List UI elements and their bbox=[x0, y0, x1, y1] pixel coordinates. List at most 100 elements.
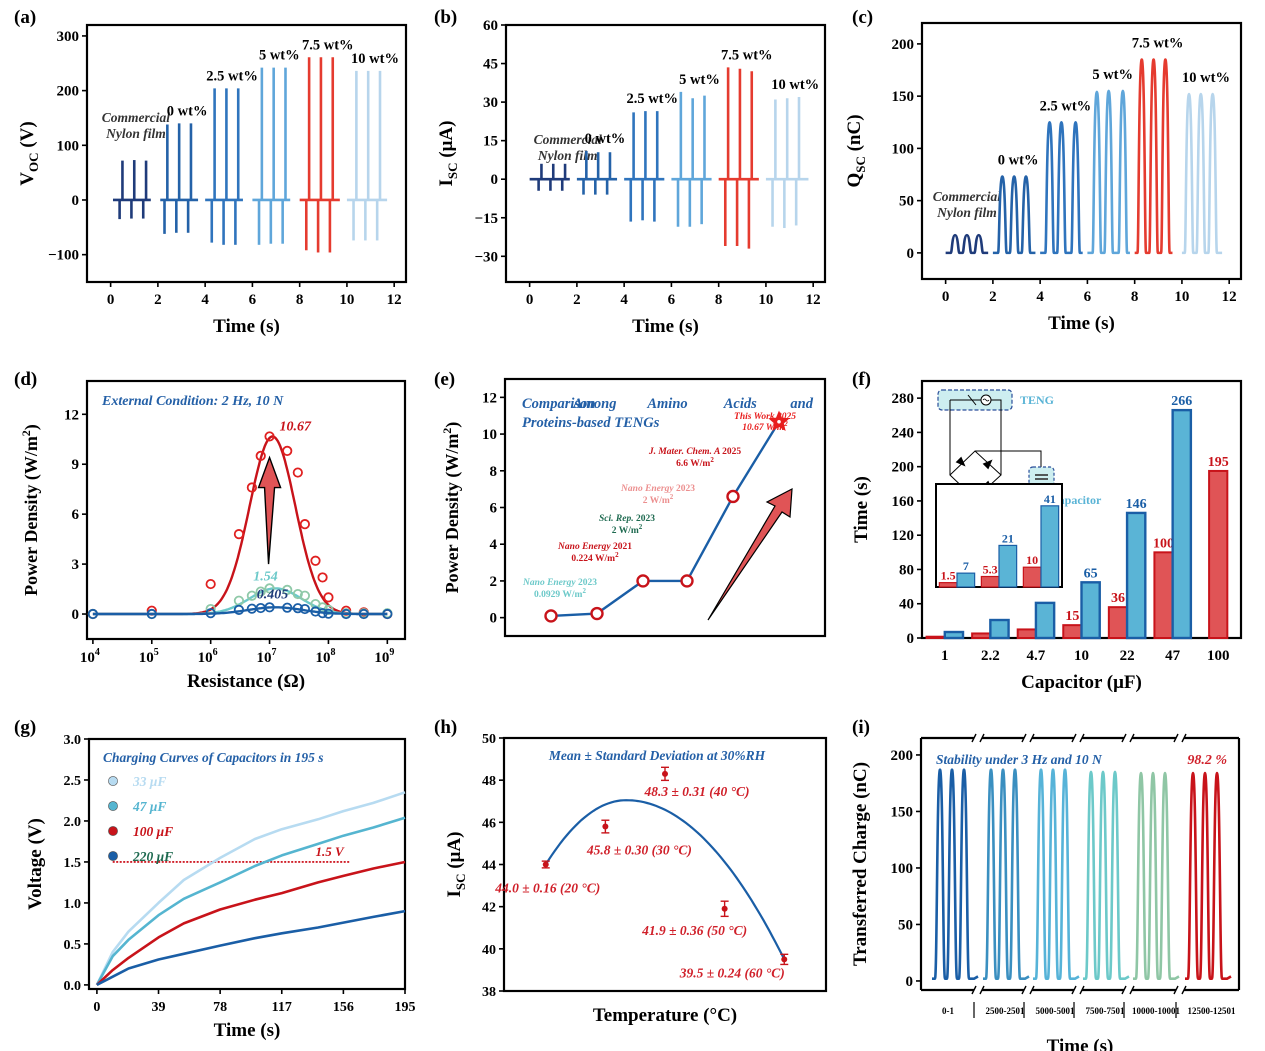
panel-label-c: (c) bbox=[852, 7, 873, 28]
data-point bbox=[282, 602, 293, 613]
stability-trace bbox=[932, 768, 979, 980]
y-tick-label: 0 bbox=[72, 193, 80, 209]
panel-label-h: (h) bbox=[434, 717, 457, 738]
trace-group: 5 wt% bbox=[671, 72, 720, 227]
trace-group: 7.5 wt% bbox=[299, 37, 354, 253]
axis-break bbox=[1029, 985, 1035, 995]
chart-title: Mean ± Standard Deviation at 30%RH bbox=[548, 748, 766, 763]
data-point bbox=[299, 519, 310, 530]
axis-break bbox=[1173, 985, 1179, 995]
series-label: Commercial bbox=[933, 189, 1001, 204]
reference-label: Nano Energy 2023 bbox=[620, 484, 695, 494]
y-axis-label: QSC (nC) bbox=[844, 114, 868, 187]
axis-break bbox=[1021, 985, 1027, 995]
axis-break bbox=[1129, 985, 1135, 995]
chart-title-word: Acids bbox=[723, 396, 757, 412]
y-tick-label: 10 bbox=[482, 427, 497, 443]
x-tick-label: 78 bbox=[213, 1000, 227, 1015]
segment-label: 0-1 bbox=[942, 1006, 954, 1016]
legend-label: 100 μF bbox=[133, 824, 173, 839]
x-axis-label: Time (s) bbox=[632, 316, 699, 337]
data-point bbox=[264, 583, 275, 594]
y-tick-label: 0 bbox=[907, 246, 915, 262]
y-tick-label: 150 bbox=[891, 804, 914, 820]
data-point bbox=[255, 586, 266, 597]
y-tick-label: 200 bbox=[57, 84, 80, 100]
axis-break bbox=[1181, 733, 1187, 743]
chart-title: External Condition: 2 Hz, 10 N bbox=[101, 394, 284, 409]
reference-label: 1.5 V bbox=[316, 844, 346, 859]
y-tick-label: 44 bbox=[482, 859, 496, 874]
x-tick-label: 2 bbox=[154, 292, 162, 308]
y-tick-label: 6 bbox=[490, 501, 498, 517]
y-tick-label: 4 bbox=[490, 537, 498, 553]
charge-trace bbox=[945, 233, 989, 255]
inset-bar-label: 5.3 bbox=[983, 563, 998, 577]
plot-area-b: −30 −15 0 15 30 45 60 0 2 4 6 8 10 12 Time (s) ISC (μA)… bbox=[436, 18, 827, 337]
y-tick-label: 100 bbox=[891, 861, 914, 877]
data-point bbox=[299, 590, 310, 601]
axis-break bbox=[1173, 733, 1179, 743]
y-tick-label: 150 bbox=[892, 89, 915, 105]
x-tick-label: 4 bbox=[620, 292, 628, 308]
data-point bbox=[292, 467, 303, 478]
x-tick-label: 8 bbox=[1131, 289, 1139, 305]
x-tick-label: 4.7 bbox=[1027, 648, 1046, 664]
y-tick-label: 15 bbox=[483, 134, 498, 150]
data-point bbox=[264, 431, 275, 442]
y-tick-label: 0.0 bbox=[64, 979, 82, 994]
panel-d-power-density-chart: (d) 0 3 6 9 12 104 105 106 107 108 109 Resistance (… bbox=[14, 369, 407, 692]
x-tick-label: 8 bbox=[715, 292, 723, 308]
y-tick-label: 12 bbox=[482, 390, 497, 406]
legend-marker bbox=[108, 826, 118, 836]
peak-label: 1.54 bbox=[253, 569, 278, 584]
data-point bbox=[341, 608, 352, 620]
series-label: Nylon film bbox=[936, 205, 997, 220]
panel-i-stability-chart: (i) 0 50 100 150 200 Transferred Charge (nC) T… bbox=[850, 717, 1241, 1051]
y-tick-label: 30 bbox=[483, 95, 498, 111]
stability-trace bbox=[983, 768, 1030, 980]
chart-title: Stability under 3 Hz and 10 N bbox=[936, 752, 1103, 767]
data-point bbox=[282, 584, 293, 595]
legend-marker bbox=[108, 801, 118, 811]
inset-bar-red bbox=[980, 575, 1000, 588]
trace-group: 10 wt% bbox=[765, 77, 819, 229]
data-point bbox=[310, 606, 321, 617]
x-tick-label: 108 bbox=[315, 647, 335, 666]
series-label: 2.5 wt% bbox=[206, 68, 258, 84]
retention-label: 98.2 % bbox=[1187, 753, 1227, 768]
data-point bbox=[310, 555, 321, 566]
plot-area-f: 0 40 80 120 160 200 240 280 Time (s) 1 2.2 4.7 10 15 6… bbox=[851, 379, 1243, 693]
x-tick-label: 10 bbox=[758, 292, 773, 308]
bar-red bbox=[1208, 469, 1229, 640]
series-label: Nylon film bbox=[537, 148, 598, 163]
segment-label: 5000-5001 bbox=[1036, 1006, 1075, 1016]
charge-trace bbox=[992, 175, 1036, 255]
data-point bbox=[292, 603, 303, 614]
data-point bbox=[255, 450, 266, 462]
peak-label: 10.67 bbox=[279, 419, 312, 434]
y-axis-label: Voltage (V) bbox=[25, 818, 46, 910]
reference-value: 0.0929 W/m2 bbox=[534, 587, 586, 600]
data-point bbox=[246, 590, 257, 601]
reference-value: 10.67 W/m2 bbox=[742, 420, 788, 433]
reference-label: J. Mater. Chem. A 2025 bbox=[648, 447, 742, 457]
data-point bbox=[317, 608, 328, 619]
series-label: 5 wt% bbox=[1092, 67, 1133, 83]
data-point bbox=[602, 823, 609, 830]
x-axis-label: Time (s) bbox=[213, 316, 280, 337]
x-tick-label: 1 bbox=[941, 648, 949, 664]
diode bbox=[982, 459, 993, 470]
stability-trace bbox=[1133, 771, 1180, 980]
series-label: 0 wt% bbox=[998, 153, 1039, 169]
plot-area-d: 0 3 6 9 12 104 105 106 107 108 109 Resistance (Ω) Po… bbox=[19, 379, 407, 692]
y-tick-label: 200 bbox=[891, 748, 914, 764]
point-label: 41.9 ± 0.36 (50 °C) bbox=[641, 923, 747, 938]
chart-title: Proteins-based TENGs bbox=[522, 415, 660, 431]
axis-break bbox=[1121, 985, 1127, 995]
plot-frame bbox=[85, 23, 408, 284]
y-tick-label: −30 bbox=[474, 249, 498, 265]
axis-break bbox=[1029, 733, 1035, 743]
x-tick-label: 0 bbox=[942, 289, 950, 305]
